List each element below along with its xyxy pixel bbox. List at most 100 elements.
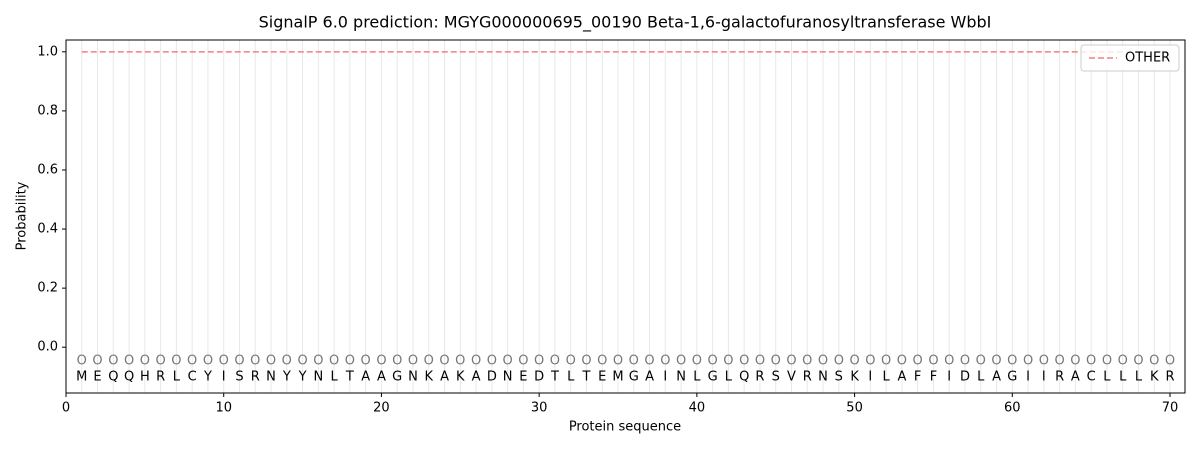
residue-label: Q [108,370,118,385]
predicted-label: O [1165,354,1175,369]
y-tick-label: 0.8 [37,103,58,118]
predicted-label: O [629,354,639,369]
predicted-label: O [140,354,150,369]
predicted-label: O [708,354,718,369]
residue-label: N [408,370,418,385]
residue-label: N [818,370,828,385]
legend-label: OTHER [1125,51,1170,66]
residue-label: A [361,370,370,385]
residue-label: L [330,370,338,385]
residue-label: D [534,370,544,385]
predicted-label: O [1039,354,1049,369]
predicted-label: O [392,354,402,369]
predicted-label: O [234,354,244,369]
predicted-label: O [502,354,512,369]
residue-label: S [772,370,780,385]
predicted-label: O [755,354,765,369]
x-tick-label: 30 [531,401,548,416]
residue-label: Y [298,370,307,385]
predicted-label: O [991,354,1001,369]
x-tick-label: 10 [215,401,232,416]
residue-label: L [977,370,985,385]
predicted-label: O [644,354,654,369]
predicted-label: O [581,354,591,369]
x-axis-label: Protein sequence [569,420,681,435]
residue-label: M [612,370,623,385]
residue-label: L [1119,370,1127,385]
residue-label: I [663,370,667,385]
predicted-label: O [692,354,702,369]
residue-label: R [251,370,260,385]
predicted-label: O [786,354,796,369]
predicted-label: O [1054,354,1064,369]
residue-label: F [930,370,937,385]
residue-label: G [1007,370,1017,385]
residue-label: K [1150,370,1159,385]
predicted-label: O [550,354,560,369]
residue-label: R [156,370,165,385]
predicted-label: O [597,354,607,369]
residue-label: L [173,370,181,385]
predicted-label: O [455,354,465,369]
y-tick-label: 0.6 [37,162,58,177]
residue-label: A [1071,370,1080,385]
residue-label: L [883,370,891,385]
predicted-label: O [771,354,781,369]
predicted-label: O [849,354,859,369]
predicted-label: O [723,354,733,369]
predicted-label: O [376,354,386,369]
predicted-label: O [818,354,828,369]
residue-label: R [1055,370,1064,385]
residue-label: D [487,370,497,385]
predicted-label: O [518,354,528,369]
predicted-label: O [282,354,292,369]
residue-label: I [868,370,872,385]
residue-label: R [803,370,812,385]
predicted-label: O [1007,354,1017,369]
predicted-label: O [566,354,576,369]
residue-label: R [755,370,764,385]
residue-label: G [392,370,402,385]
predicted-label: O [913,354,923,369]
predicted-label: O [976,354,986,369]
residue-label: A [472,370,481,385]
predicted-label: O [424,354,434,369]
residue-label: K [424,370,433,385]
predicted-label: O [408,354,418,369]
residue-label: S [235,370,243,385]
predicted-label: O [297,354,307,369]
predicted-label: O [660,354,670,369]
residue-label: A [645,370,654,385]
predicted-label: O [881,354,891,369]
predicted-label: O [439,354,449,369]
residue-label: K [850,370,859,385]
predicted-label: O [1133,354,1143,369]
residue-label: E [93,370,101,385]
predicted-label: O [203,354,213,369]
plot-frame [65,39,1186,394]
predicted-label: O [739,354,749,369]
predicted-label: O [250,354,260,369]
residue-label: Q [739,370,749,385]
predicted-label: O [77,354,87,369]
predicted-label: O [92,354,102,369]
predicted-label: O [865,354,875,369]
y-tick-label: 1.0 [37,44,58,59]
predicted-label: O [108,354,118,369]
residue-label: T [550,370,559,385]
residue-label: G [629,370,639,385]
y-tick-label: 0.0 [37,340,58,355]
predicted-label: O [1149,354,1159,369]
chart-title: SignalP 6.0 prediction: MGYG000000695_00… [259,13,992,33]
residue-label: V [787,370,796,385]
residue-label: K [456,370,465,385]
predicted-label: O [124,354,134,369]
predicted-label: O [1102,354,1112,369]
residue-label: L [725,370,733,385]
residue-label: E [598,370,606,385]
residue-label: M [76,370,87,385]
residue-label: L [1103,370,1111,385]
predicted-label: O [534,354,544,369]
residue-label: R [1165,370,1174,385]
